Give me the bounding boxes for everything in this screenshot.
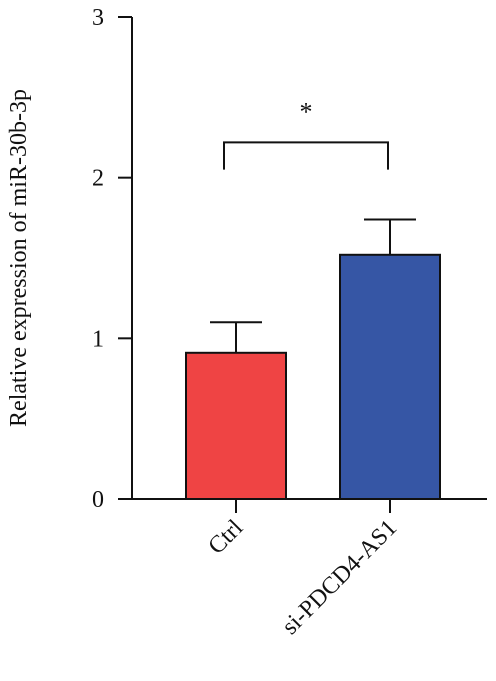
x-axis <box>132 498 487 513</box>
y-tick-label-2: 2 <box>92 166 104 192</box>
bar-si-pdcd4-as1 <box>339 253 441 500</box>
significance-label: * <box>300 97 313 126</box>
significance-annotation: * <box>223 97 389 170</box>
bars <box>185 253 441 500</box>
category-labels: Ctrl si-PDCD4-AS1 <box>203 515 402 640</box>
significance-bracket <box>223 141 389 170</box>
y-axis: 0 1 2 3 <box>92 5 133 513</box>
category-label-0: Ctrl <box>203 515 248 560</box>
bar-ctrl <box>185 351 287 500</box>
y-tick-label-1: 1 <box>92 326 104 352</box>
y-axis-title: Relative expression of miR-30b-3p <box>6 89 32 427</box>
y-tick-label-0: 0 <box>92 487 104 513</box>
y-tick-label-3: 3 <box>92 5 104 31</box>
error-bars <box>210 218 416 353</box>
category-label-1: si-PDCD4-AS1 <box>277 515 402 640</box>
